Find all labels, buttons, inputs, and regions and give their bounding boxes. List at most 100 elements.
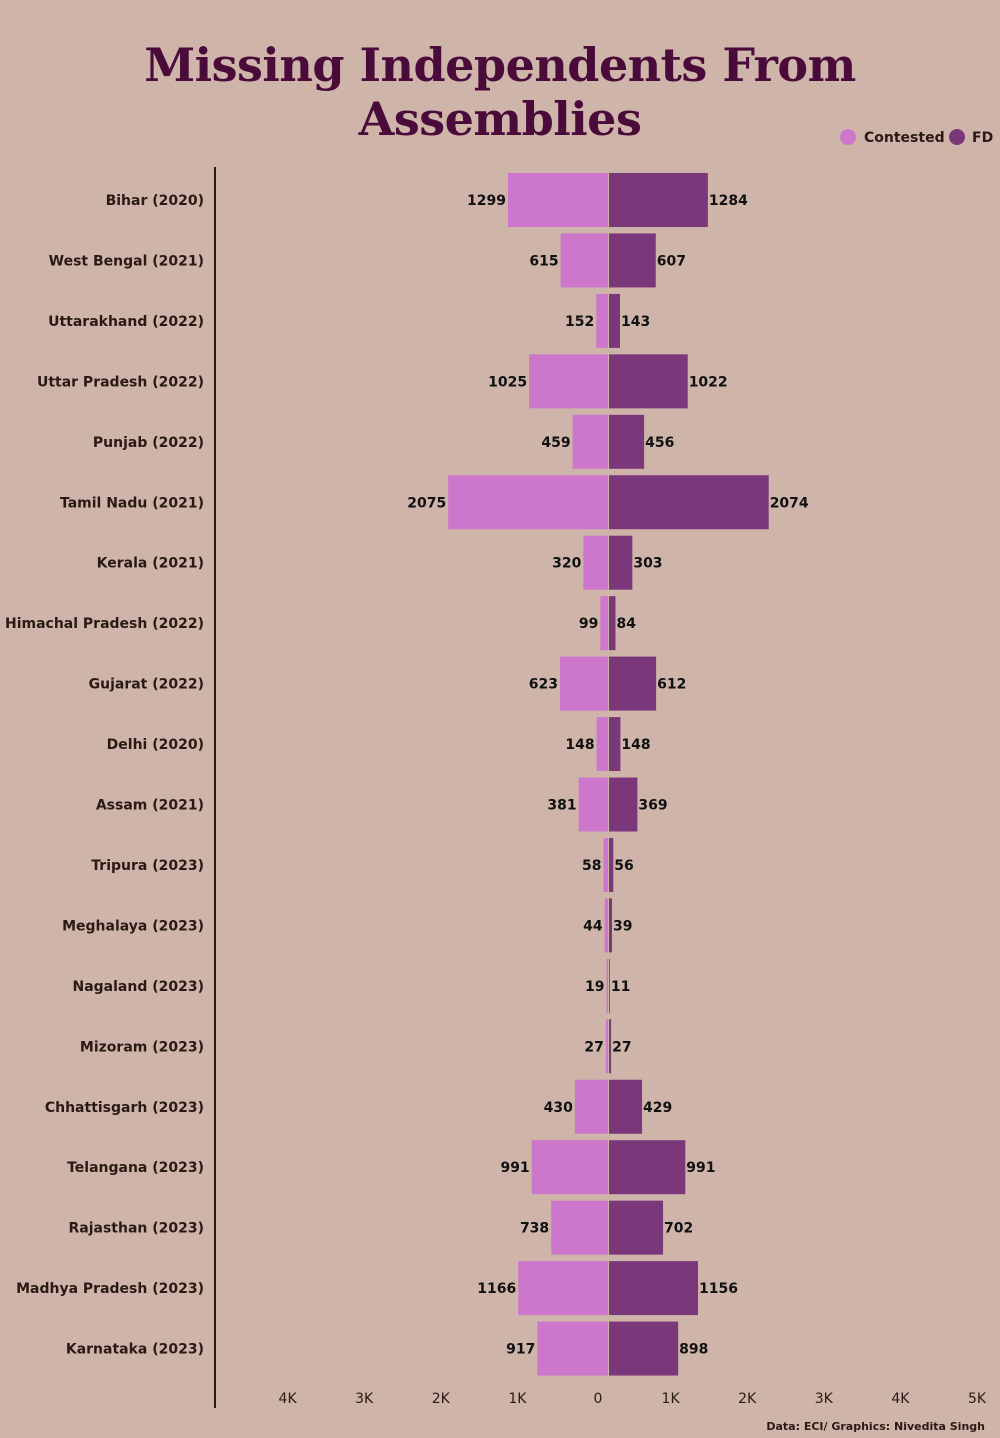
data-label-contested: 381 xyxy=(547,798,576,814)
data-label-contested: 27 xyxy=(584,1039,603,1055)
bar-contested xyxy=(572,414,608,469)
x-tick-label: 1K xyxy=(662,1391,681,1407)
data-label-contested: 148 xyxy=(565,737,594,753)
category-label: Punjab (2022) xyxy=(93,435,204,451)
data-label-contested: 1166 xyxy=(477,1281,516,1297)
bar-fd xyxy=(609,777,638,832)
data-label-fd: 148 xyxy=(621,737,650,753)
bar-fd xyxy=(609,898,613,953)
data-label-contested: 58 xyxy=(582,858,601,874)
category-label: Madhya Pradesh (2023) xyxy=(16,1281,204,1297)
bar-fd xyxy=(609,293,621,348)
source-note: Data: ECI/ Graphics: Nivedita Singh xyxy=(766,1420,985,1433)
bar-fd xyxy=(609,1079,643,1134)
bar-contested xyxy=(560,656,608,711)
category-label: Delhi (2020) xyxy=(107,737,204,753)
data-label-fd: 898 xyxy=(679,1342,708,1358)
data-label-contested: 44 xyxy=(583,918,603,934)
bar-contested xyxy=(606,958,608,1013)
data-label-contested: 1299 xyxy=(467,193,506,209)
bar-contested xyxy=(518,1261,608,1316)
category-label: Nagaland (2023) xyxy=(72,979,204,995)
legend-label-contested: Contested xyxy=(864,130,945,146)
bar-fd xyxy=(609,656,657,711)
x-tick-label: 4K xyxy=(279,1391,298,1407)
data-label-fd: 84 xyxy=(616,616,636,632)
category-label: Uttarakhand (2022) xyxy=(48,314,204,330)
data-label-contested: 2075 xyxy=(407,495,446,511)
data-label-fd: 607 xyxy=(657,253,686,269)
data-label-contested: 19 xyxy=(585,979,604,995)
data-label-fd: 1022 xyxy=(689,374,728,390)
category-label: Chhattisgarh (2023) xyxy=(45,1100,204,1116)
bar-fd xyxy=(609,233,656,288)
category-label: Himachal Pradesh (2022) xyxy=(5,616,204,632)
bar-fd xyxy=(609,354,688,409)
data-label-contested: 917 xyxy=(506,1342,535,1358)
bar-contested xyxy=(560,233,608,288)
data-label-contested: 320 xyxy=(552,556,581,572)
bar-fd xyxy=(609,958,610,1013)
data-label-contested: 615 xyxy=(529,253,558,269)
data-label-fd: 39 xyxy=(613,918,632,934)
bar-fd xyxy=(609,1140,686,1195)
data-label-fd: 143 xyxy=(621,314,650,330)
x-tick-label: 1K xyxy=(508,1391,527,1407)
data-label-fd: 1156 xyxy=(699,1281,738,1297)
legend-swatch-contested xyxy=(840,129,856,145)
legend-swatch-fd xyxy=(949,129,965,145)
x-tick-label: 0 xyxy=(594,1391,603,1407)
bar-contested xyxy=(574,1079,608,1134)
data-label-contested: 991 xyxy=(500,1160,529,1176)
data-label-fd: 612 xyxy=(657,677,686,693)
data-label-contested: 99 xyxy=(579,616,598,632)
category-label: Bihar (2020) xyxy=(106,193,204,209)
category-label: Karnataka (2023) xyxy=(66,1342,204,1358)
x-tick-label: 3K xyxy=(355,1391,374,1407)
data-label-fd: 991 xyxy=(686,1160,715,1176)
category-label: Telangana (2023) xyxy=(67,1160,204,1176)
data-label-fd: 456 xyxy=(645,435,674,451)
bar-contested xyxy=(596,293,608,348)
category-label: Tripura (2023) xyxy=(91,858,204,874)
category-label: Tamil Nadu (2021) xyxy=(60,495,204,511)
category-label: Assam (2021) xyxy=(96,798,204,814)
category-label: Mizoram (2023) xyxy=(80,1039,204,1055)
data-label-contested: 430 xyxy=(544,1100,573,1116)
bar-contested xyxy=(551,1200,608,1255)
data-label-fd: 702 xyxy=(664,1221,693,1237)
bar-contested xyxy=(529,354,608,409)
category-label: Rajasthan (2023) xyxy=(68,1221,204,1237)
bar-fd xyxy=(609,1261,699,1316)
bar-fd xyxy=(609,414,645,469)
data-label-fd: 56 xyxy=(614,858,633,874)
x-tick-label: 2K xyxy=(738,1391,757,1407)
bar-contested xyxy=(605,1019,608,1074)
bar-contested xyxy=(507,173,608,227)
bar-fd xyxy=(609,596,616,651)
bar-contested xyxy=(596,717,608,772)
x-tick-label: 2K xyxy=(432,1391,451,1407)
bar-contested xyxy=(531,1140,608,1195)
data-label-fd: 2074 xyxy=(770,495,809,511)
bar-contested xyxy=(578,777,608,832)
bar-fd xyxy=(609,1019,612,1074)
bar-fd xyxy=(609,173,708,227)
data-label-contested: 738 xyxy=(520,1221,549,1237)
category-label: Gujarat (2022) xyxy=(89,677,204,693)
chart-title: Missing Independents From Assemblies xyxy=(144,38,856,146)
x-tick-label: 5K xyxy=(968,1391,987,1407)
category-label: Kerala (2021) xyxy=(97,556,204,572)
data-label-fd: 27 xyxy=(612,1039,631,1055)
data-label-fd: 429 xyxy=(643,1100,672,1116)
bar-fd xyxy=(609,535,633,590)
data-label-contested: 152 xyxy=(565,314,594,330)
bar-contested xyxy=(583,535,608,590)
category-label: Uttar Pradesh (2022) xyxy=(37,374,204,390)
data-label-contested: 459 xyxy=(541,435,570,451)
bar-contested xyxy=(600,596,608,651)
bar-contested xyxy=(604,898,608,953)
bar-fd xyxy=(609,1200,664,1255)
bar-fd xyxy=(609,475,769,530)
